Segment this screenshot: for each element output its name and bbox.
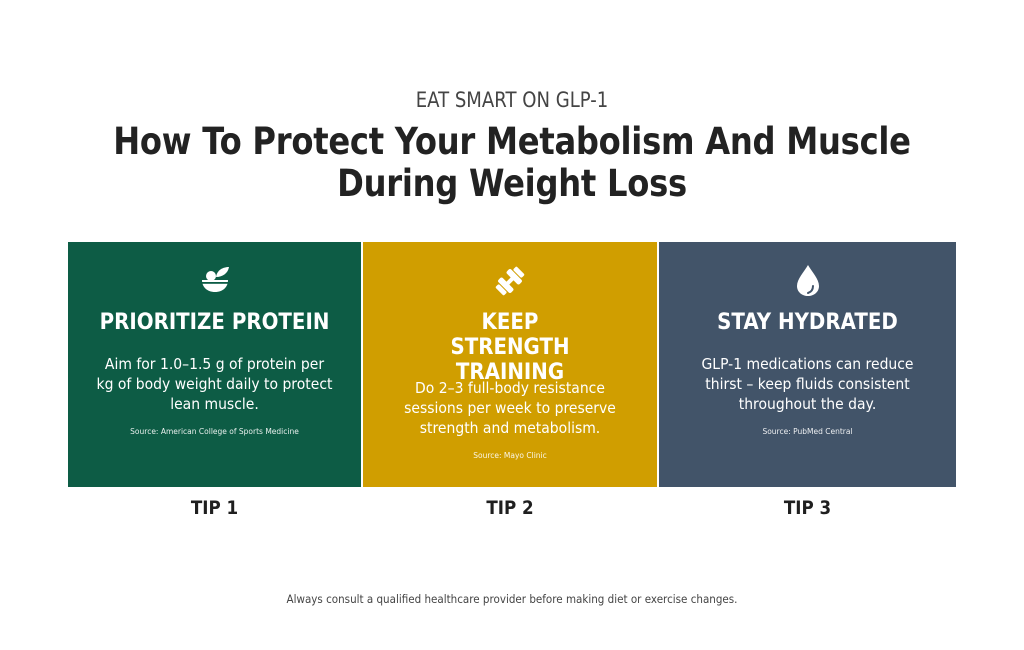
card-body: Aim for 1.0–1.5 g of protein per kg of b… — [96, 355, 333, 413]
card-source: Source: Mayo Clinic — [473, 451, 547, 460]
bowl-leaf-icon — [68, 262, 361, 298]
dumbbell-icon — [363, 262, 657, 298]
tip-card-strength: KEEP STRENGTH TRAINING Do 2–3 full-body … — [363, 242, 657, 487]
tip-label-1: TIP 1 — [190, 497, 239, 519]
tip-label-3: TIP 3 — [783, 497, 832, 519]
card-source: Source: PubMed Central — [762, 427, 853, 436]
card-body: GLP-1 medications can reduce thirst – ke… — [701, 355, 914, 413]
tip-card-protein: PRIORITIZE PROTEIN Aim for 1.0–1.5 g of … — [68, 242, 361, 487]
card-heading: PRIORITIZE PROTEIN — [99, 310, 330, 335]
tip-label-2: TIP 2 — [486, 497, 534, 519]
card-source: Source: American College of Sports Medic… — [130, 427, 299, 436]
water-drop-icon — [659, 262, 956, 298]
card-heading: STAY HYDRATED — [717, 310, 898, 335]
tip-card-hydration: STAY HYDRATED GLP-1 medications can redu… — [659, 242, 956, 487]
disclaimer: Always consult a qualified healthcare pr… — [286, 592, 738, 606]
page-title: How To Protect Your Metabolism And Muscl… — [113, 120, 911, 205]
card-heading: KEEP STRENGTH TRAINING — [450, 310, 570, 385]
card-body: Do 2–3 full-body resistance sessions per… — [404, 379, 616, 437]
eyebrow-label: EAT SMART ON GLP-1 — [415, 88, 609, 112]
